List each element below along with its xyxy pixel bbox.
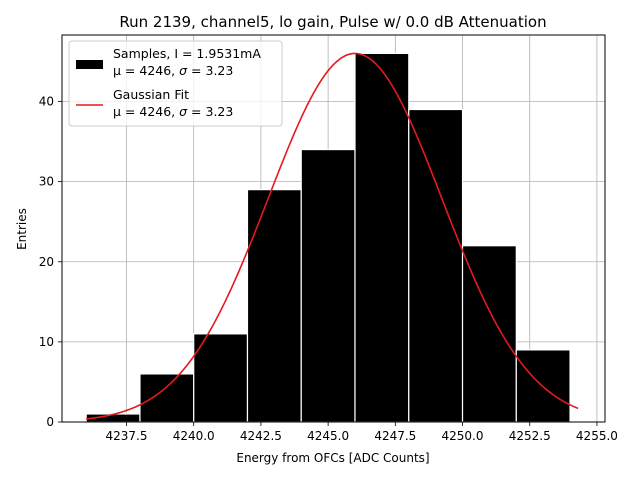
histogram-bar	[139, 373, 195, 423]
x-tick-label: 4255.0	[576, 429, 618, 443]
legend-stats: μ = 4246, σ = 3.23	[113, 63, 233, 78]
x-tick-label: 4245.0	[307, 429, 349, 443]
chart-title: Run 2139, channel5, lo gain, Pulse w/ 0.…	[119, 13, 546, 31]
x-tick-label: 4247.5	[374, 429, 416, 443]
x-tick-label: 4237.5	[106, 429, 148, 443]
histogram-bar	[193, 333, 249, 423]
histogram-bar	[246, 189, 302, 423]
y-tick-label: 40	[39, 95, 54, 109]
legend-stats-sigma-value: = 3.23	[187, 63, 233, 78]
legend: Samples, I = 1.9531mA μ = 4246, σ = 3.23 G…	[68, 40, 283, 127]
gaussian-fit-line	[86, 52, 579, 420]
x-axis-label: Energy from OFCs [ADC Counts]	[236, 451, 429, 465]
legend-stats-sigma-symbol: σ	[179, 104, 188, 119]
histogram-bar	[408, 108, 464, 423]
axes-frame	[61, 34, 606, 423]
legend-stats-mean: μ = 4246,	[113, 63, 179, 78]
y-tick-label: 20	[39, 255, 54, 269]
histogram-bar	[461, 245, 517, 423]
x-tick-label: 4240.0	[173, 429, 215, 443]
legend-stats-sigma-value: = 3.23	[187, 104, 233, 119]
legend-swatch-samples	[76, 60, 103, 69]
x-tick-label: 4252.5	[509, 429, 551, 443]
y-tick-label: 30	[39, 175, 54, 189]
y-tick-label: 10	[39, 335, 54, 349]
histogram-bar	[354, 52, 410, 423]
x-tick-label: 4242.5	[240, 429, 282, 443]
legend-label: Gaussian Fit	[113, 87, 189, 102]
histogram-bar	[300, 148, 356, 423]
y-tick-label: 0	[46, 415, 54, 429]
plot-area: 4237.5 4240.0 4242.5 4245.0 4247.5 4250.0 4252…	[39, 34, 618, 443]
y-axis-label: Entries	[15, 208, 29, 250]
legend-stats: μ = 4246, σ = 3.23	[113, 104, 233, 119]
legend-stats-mean: μ = 4246,	[113, 104, 179, 119]
x-tick-label: 4250.0	[442, 429, 484, 443]
legend-stats-sigma-symbol: σ	[179, 63, 188, 78]
legend-box	[68, 40, 283, 127]
legend-label: Samples, I = 1.9531mA	[113, 46, 261, 61]
